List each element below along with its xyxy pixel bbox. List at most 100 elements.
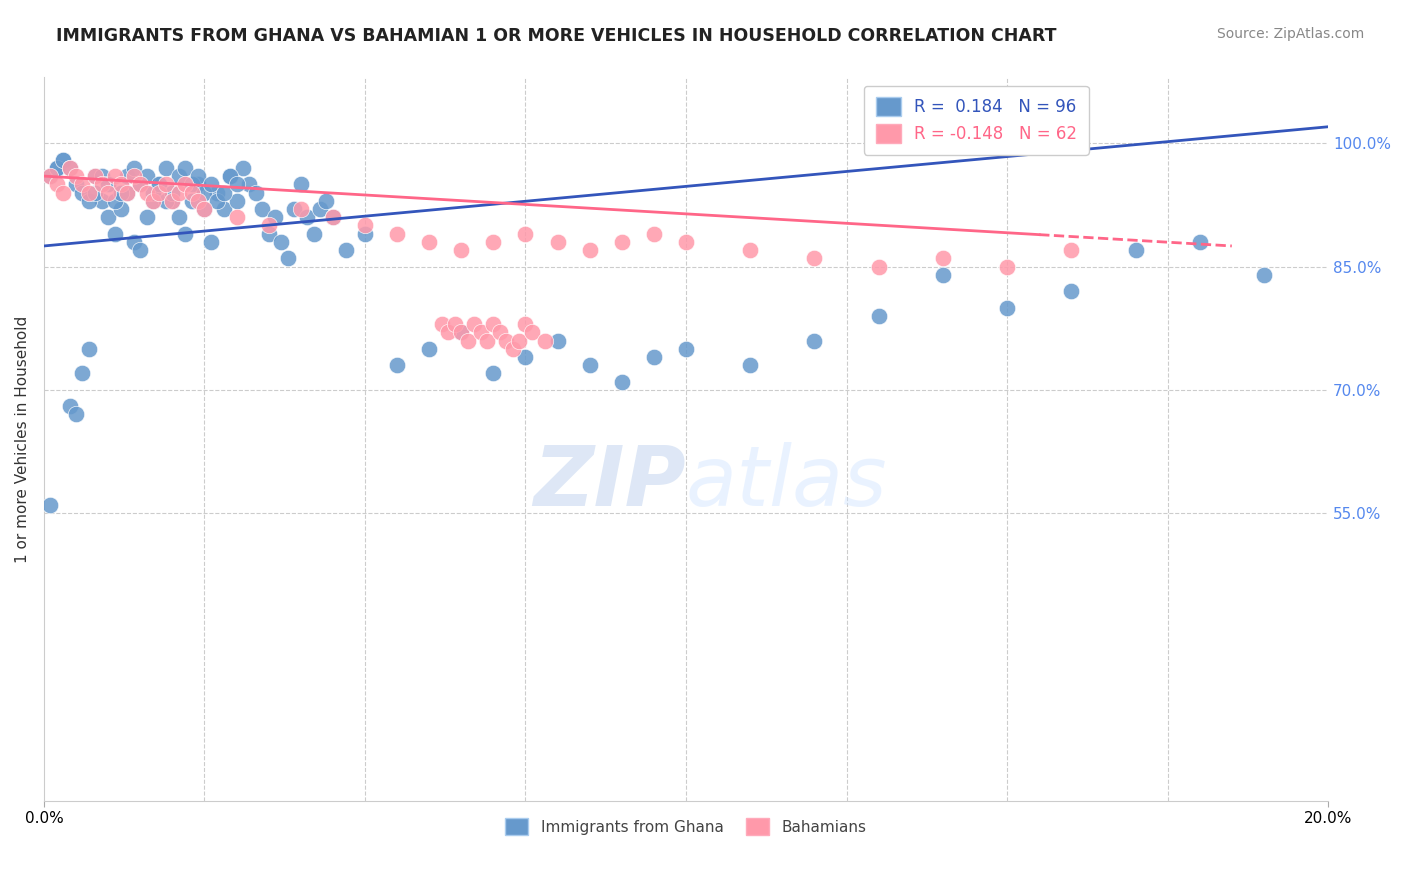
Point bbox=[232, 161, 254, 175]
Point bbox=[117, 186, 139, 200]
Point bbox=[58, 161, 80, 175]
Point bbox=[142, 186, 165, 200]
Text: atlas: atlas bbox=[686, 442, 887, 523]
Point bbox=[675, 235, 697, 249]
Point bbox=[162, 186, 184, 200]
Point bbox=[470, 326, 492, 340]
Point bbox=[515, 350, 537, 364]
Point bbox=[148, 186, 170, 200]
Point bbox=[610, 235, 633, 249]
Point bbox=[65, 178, 87, 192]
Point bbox=[547, 334, 569, 348]
Point bbox=[502, 342, 524, 356]
Point bbox=[1253, 268, 1275, 282]
Point bbox=[1060, 243, 1083, 257]
Point bbox=[155, 161, 177, 175]
Y-axis label: 1 or more Vehicles in Household: 1 or more Vehicles in Household bbox=[15, 316, 30, 563]
Point bbox=[117, 169, 139, 183]
Point bbox=[482, 367, 505, 381]
Legend: Immigrants from Ghana, Bahamians: Immigrants from Ghana, Bahamians bbox=[496, 809, 876, 844]
Point bbox=[803, 334, 825, 348]
Point bbox=[180, 194, 202, 208]
Point bbox=[39, 169, 62, 183]
Point bbox=[129, 178, 152, 192]
Point bbox=[39, 169, 62, 183]
Point bbox=[84, 169, 107, 183]
Point bbox=[77, 194, 100, 208]
Point bbox=[122, 169, 145, 183]
Point bbox=[520, 326, 543, 340]
Point bbox=[200, 235, 222, 249]
Point bbox=[193, 202, 215, 216]
Point bbox=[225, 194, 247, 208]
Point bbox=[219, 169, 242, 183]
Point bbox=[803, 252, 825, 266]
Point bbox=[117, 186, 139, 200]
Point bbox=[103, 194, 125, 208]
Point bbox=[1125, 243, 1147, 257]
Point bbox=[322, 210, 344, 224]
Point bbox=[187, 194, 209, 208]
Point bbox=[225, 178, 247, 192]
Point bbox=[547, 235, 569, 249]
Point bbox=[122, 235, 145, 249]
Point bbox=[174, 178, 197, 192]
Point bbox=[135, 210, 157, 224]
Point bbox=[315, 194, 337, 208]
Point bbox=[437, 326, 460, 340]
Point bbox=[135, 186, 157, 200]
Point bbox=[129, 243, 152, 257]
Point bbox=[52, 186, 75, 200]
Point bbox=[97, 186, 120, 200]
Point bbox=[250, 202, 273, 216]
Point bbox=[167, 169, 190, 183]
Point bbox=[643, 227, 665, 241]
Point bbox=[354, 219, 377, 233]
Point bbox=[142, 194, 165, 208]
Point bbox=[450, 243, 472, 257]
Point bbox=[219, 169, 242, 183]
Point bbox=[167, 210, 190, 224]
Point bbox=[207, 186, 229, 200]
Point bbox=[533, 334, 555, 348]
Point bbox=[97, 178, 120, 192]
Point bbox=[740, 243, 762, 257]
Point bbox=[475, 334, 498, 348]
Point bbox=[508, 334, 530, 348]
Point bbox=[200, 178, 222, 192]
Point bbox=[90, 194, 112, 208]
Point bbox=[77, 186, 100, 200]
Point bbox=[450, 326, 472, 340]
Point bbox=[932, 268, 955, 282]
Point bbox=[418, 235, 440, 249]
Point bbox=[193, 186, 215, 200]
Point bbox=[444, 317, 467, 331]
Point bbox=[174, 227, 197, 241]
Point bbox=[335, 243, 357, 257]
Point bbox=[932, 252, 955, 266]
Point bbox=[290, 202, 312, 216]
Point bbox=[180, 178, 202, 192]
Point bbox=[578, 358, 600, 372]
Point bbox=[482, 317, 505, 331]
Point bbox=[193, 202, 215, 216]
Point bbox=[995, 260, 1018, 274]
Point bbox=[155, 194, 177, 208]
Point bbox=[225, 210, 247, 224]
Point bbox=[488, 326, 510, 340]
Point bbox=[995, 301, 1018, 315]
Text: ZIP: ZIP bbox=[533, 442, 686, 523]
Point bbox=[277, 252, 299, 266]
Point bbox=[309, 202, 332, 216]
Point bbox=[515, 227, 537, 241]
Point bbox=[110, 178, 132, 192]
Point bbox=[90, 178, 112, 192]
Point bbox=[72, 367, 94, 381]
Point bbox=[868, 260, 890, 274]
Point bbox=[174, 161, 197, 175]
Point bbox=[65, 408, 87, 422]
Point bbox=[868, 309, 890, 323]
Point bbox=[77, 342, 100, 356]
Point bbox=[45, 161, 67, 175]
Point bbox=[84, 169, 107, 183]
